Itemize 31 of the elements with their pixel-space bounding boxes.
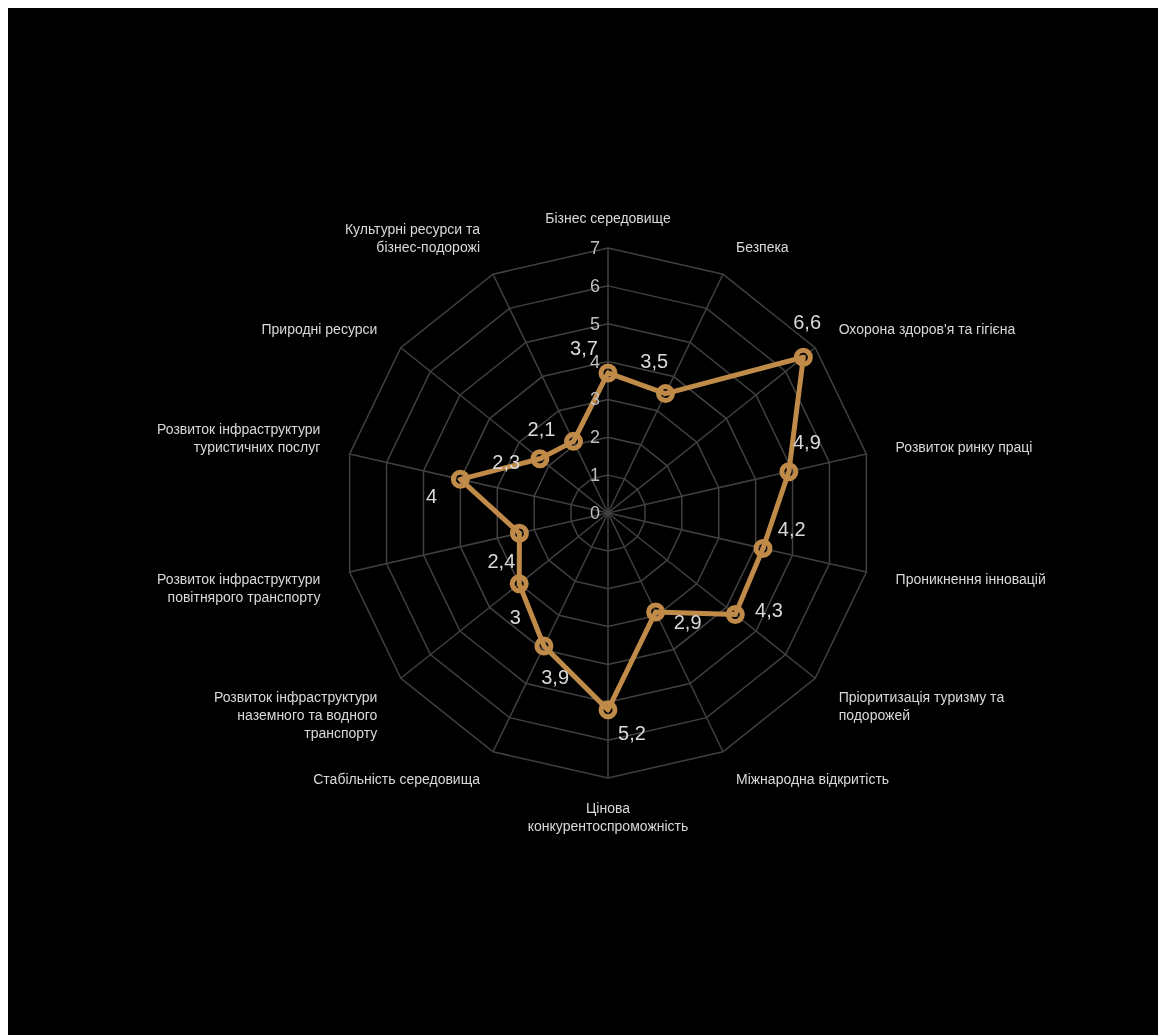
y-tick-label: 7	[589, 238, 600, 258]
spoke-label: Безпека	[736, 239, 789, 256]
data-label: 2,4	[487, 549, 516, 572]
spoke-label: Бізнес середовище	[545, 210, 671, 226]
spoke-label: Пріоритизація туризму та подорожей	[838, 688, 1005, 723]
data-label: 2,1	[527, 418, 556, 441]
y-tick-label: 0	[589, 503, 600, 523]
spoke-label: Проникнення інновацій	[895, 570, 1046, 587]
data-label: 5,2	[618, 721, 646, 744]
data-label: 2,9	[673, 611, 702, 634]
data-label: 6,6	[793, 311, 822, 334]
y-tick-label: 1	[589, 465, 600, 486]
data-label: 3,9	[541, 666, 570, 689]
data-label: 4,3	[755, 598, 783, 621]
data-label: 4	[426, 485, 438, 508]
spoke-label: Природні ресурси	[261, 321, 378, 338]
data-label: 4,2	[777, 518, 806, 541]
spoke-label: Розвиток інфраструктури повітнярого транспорту	[157, 570, 321, 605]
spoke-label: Цінова конкурентоспроможність	[527, 800, 689, 834]
y-tick-label: 5	[589, 313, 600, 334]
y-tick-label: 6	[589, 275, 600, 296]
spoke-label: Охорона здоров'я та гігієна	[838, 321, 1016, 338]
spoke-label: Стабільність середовища	[313, 770, 481, 787]
data-label: 3	[509, 605, 521, 628]
spoke-label: Міжнародна відкритість	[736, 770, 890, 787]
spoke-label: Розвиток інфраструктури туристичних послуг	[157, 421, 321, 456]
spoke-label: Культурні ресурси та бізнес-подорожі	[344, 221, 481, 256]
data-label: 3,5	[640, 349, 669, 372]
spoke-label: Розвиток ринку праці	[895, 439, 1033, 456]
spoke-label: Розвиток інфраструктури наземного та водного транспорту	[214, 688, 378, 741]
y-tick-label: 2	[589, 427, 600, 448]
